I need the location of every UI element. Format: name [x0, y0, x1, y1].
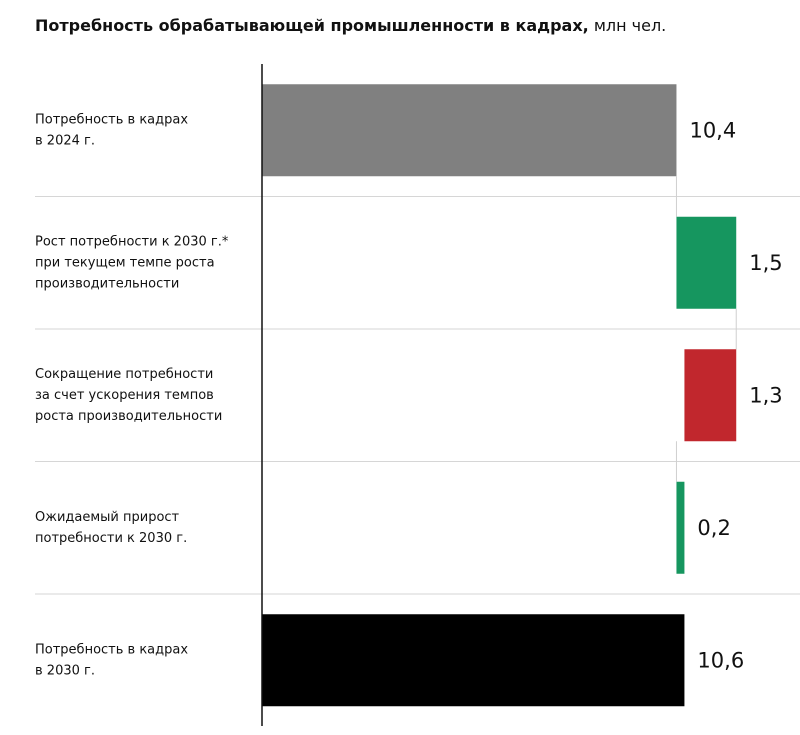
- category-label: Сокращение потребности: [35, 367, 213, 382]
- bar: [262, 614, 685, 707]
- bar: [676, 481, 685, 574]
- category-label: производительности: [35, 276, 179, 291]
- value-label: 1,3: [749, 383, 782, 407]
- category-label: Потребность в кадрах: [35, 642, 188, 657]
- category-label: Потребность в кадрах: [35, 112, 188, 127]
- category-label: Рост потребности к 2030 г.*: [35, 234, 229, 249]
- value-label: 0,2: [697, 516, 730, 540]
- category-label: в 2024 г.: [35, 133, 95, 148]
- bar: [676, 216, 737, 309]
- bar: [684, 349, 737, 442]
- value-label: 10,6: [697, 648, 744, 672]
- chart-title: Потребность обрабатывающей промышленност…: [35, 16, 666, 35]
- value-label: 10,4: [689, 118, 736, 142]
- category-label: потребности к 2030 г.: [35, 531, 187, 546]
- title: Потребность обрабатывающей промышленност…: [35, 16, 589, 35]
- value-label: 1,5: [749, 251, 782, 275]
- category-label: Ожидаемый прирост: [35, 510, 180, 525]
- category-label: при текущем темпе роста: [35, 255, 215, 270]
- category-label: за счет ускорения темпов: [35, 388, 214, 403]
- category-label: в 2030 г.: [35, 663, 95, 678]
- unit: млн чел.: [594, 16, 666, 35]
- category-label: роста производительности: [35, 409, 222, 424]
- bar: [262, 84, 677, 177]
